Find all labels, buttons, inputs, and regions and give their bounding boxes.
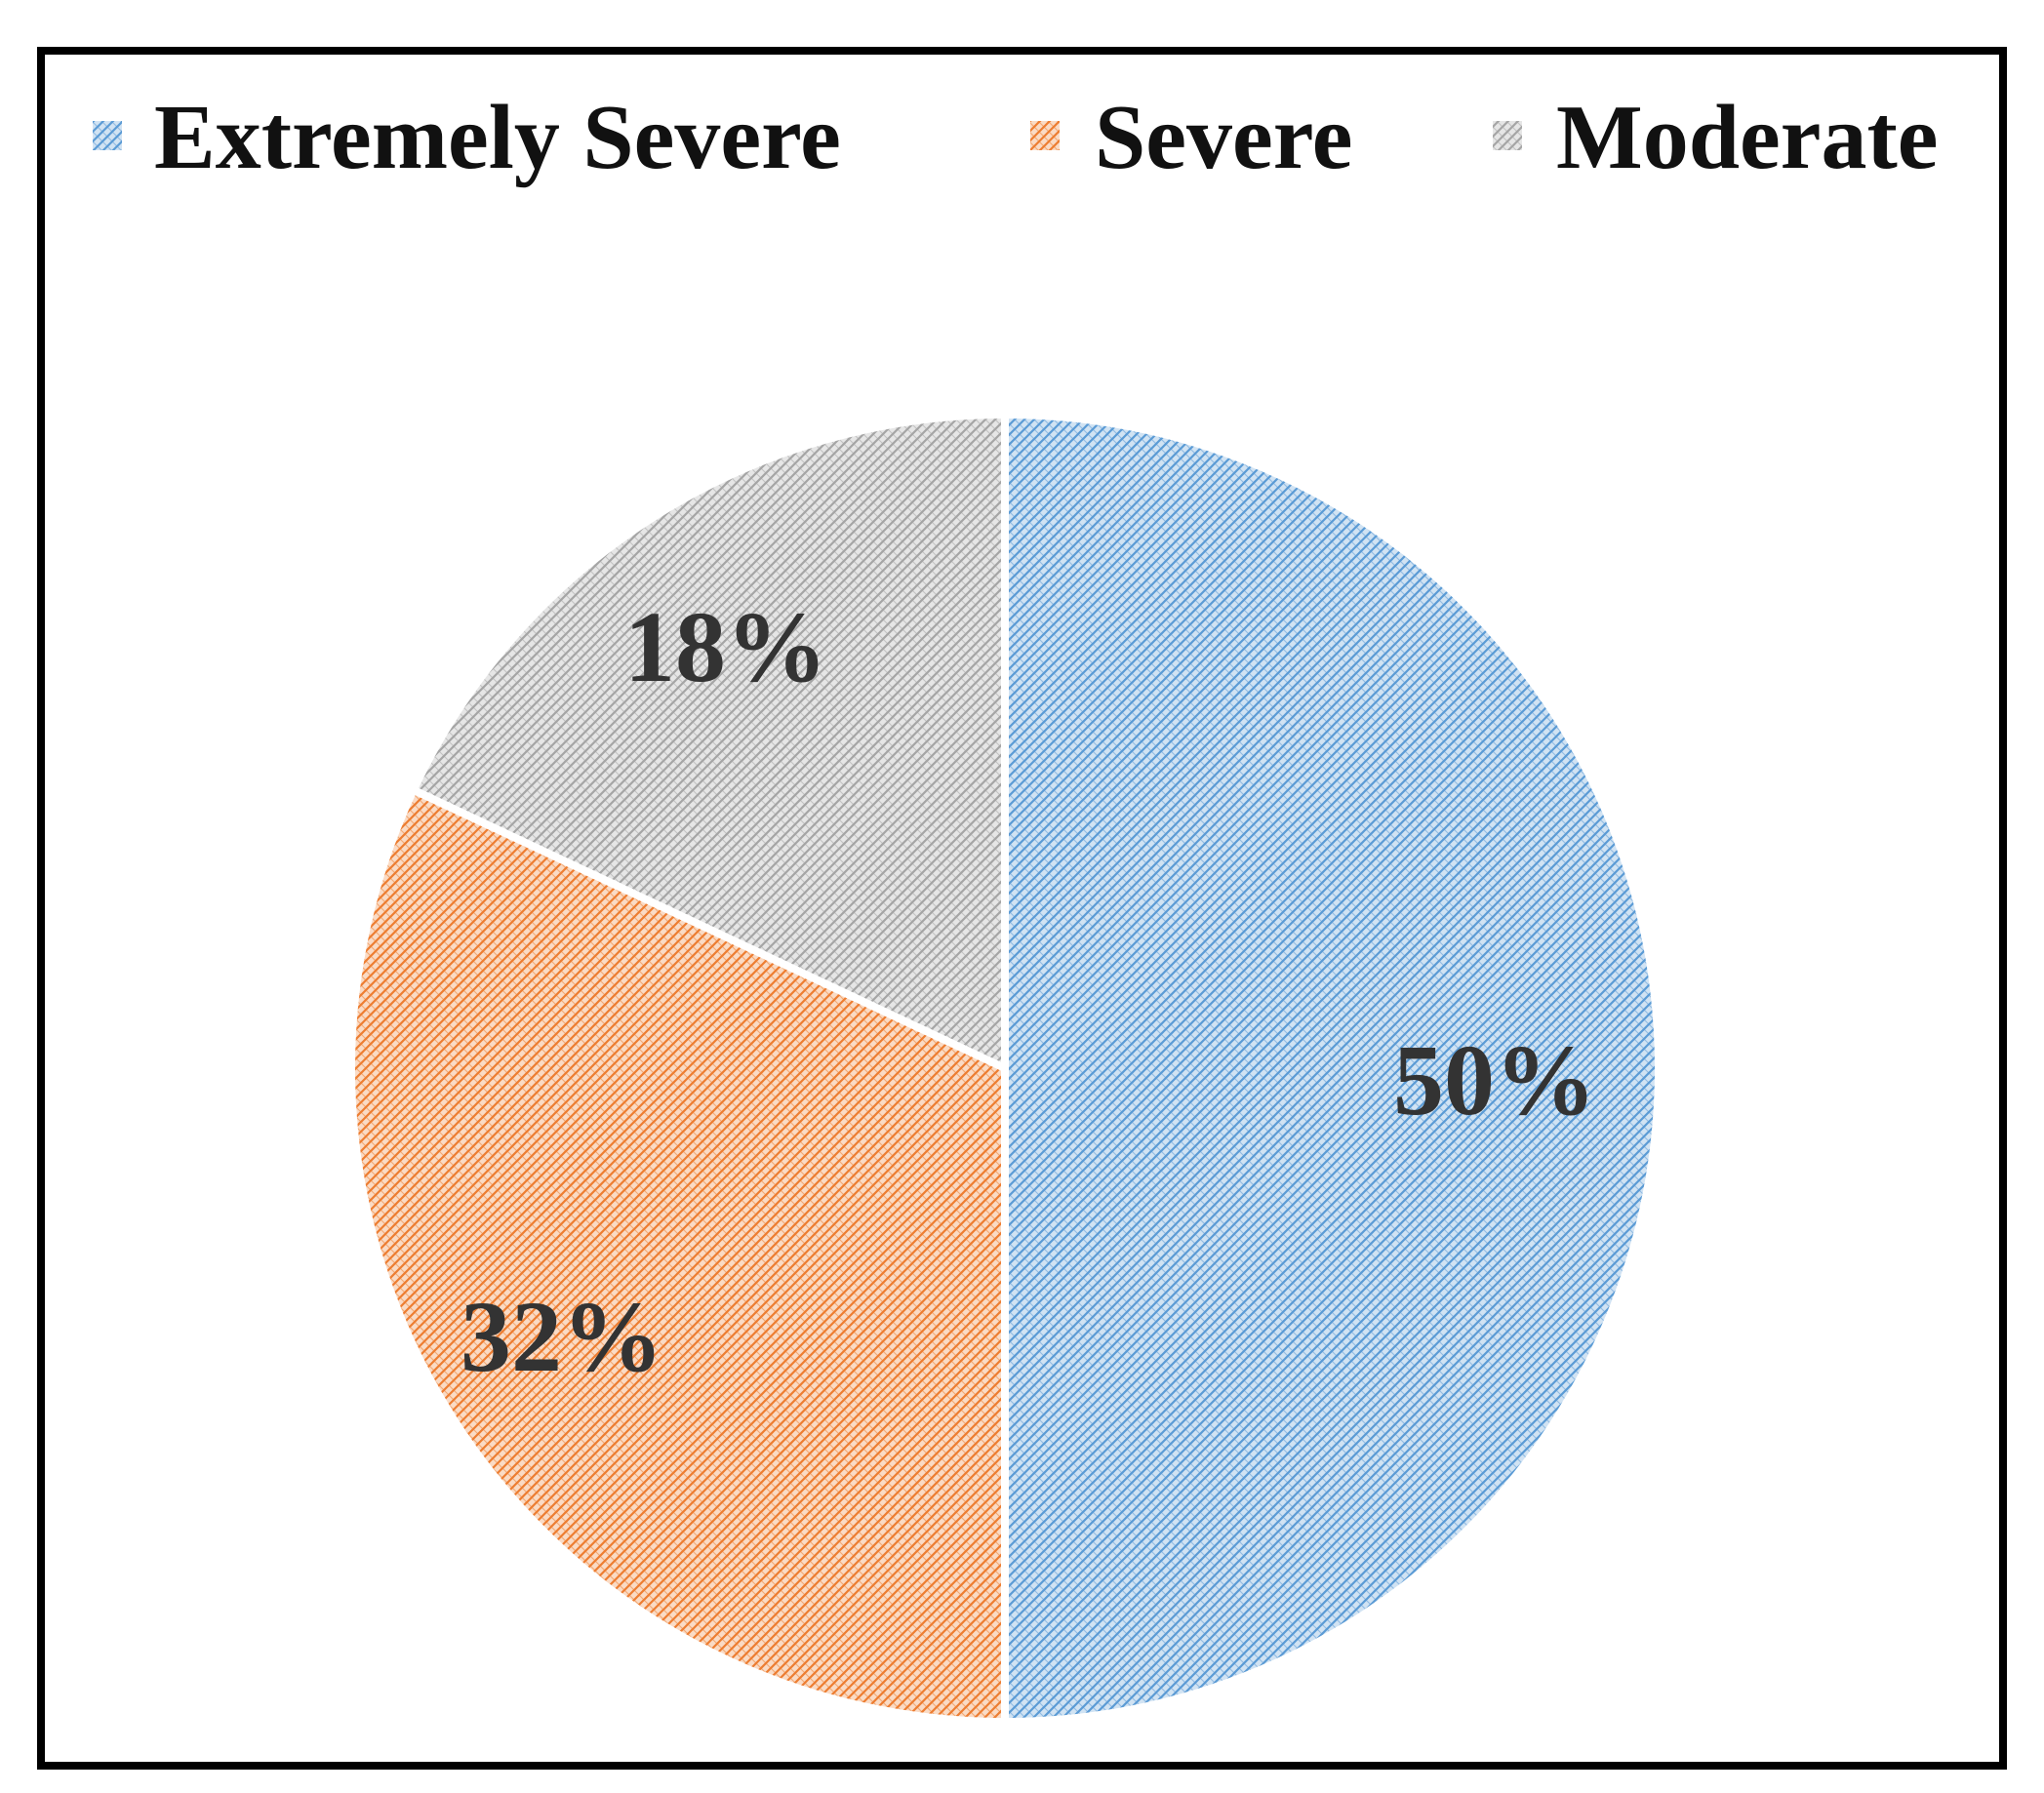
data-label-severe: 32% — [461, 1281, 663, 1393]
pie-slice-extremely-severe — [1001, 411, 1663, 1726]
pie-slice-severe — [347, 785, 1009, 1726]
data-label-moderate: 18% — [624, 591, 827, 703]
data-labels: 50% 32% 18% — [461, 591, 1596, 1393]
legend-item-moderate: Moderate — [1493, 87, 1938, 188]
legend-swatch-severe — [1030, 121, 1060, 150]
legend: Extremely Severe Severe Moderate — [93, 87, 1938, 188]
legend-item-severe: Severe — [1030, 87, 1352, 188]
legend-label-extremely-severe: Extremely Severe — [154, 87, 841, 188]
pie-slice-moderate — [409, 411, 1009, 1072]
legend-label-severe: Severe — [1095, 87, 1352, 188]
legend-label-moderate: Moderate — [1556, 87, 1938, 188]
legend-item-extremely-severe: Extremely Severe — [93, 87, 841, 188]
data-label-extremely-severe: 50% — [1393, 1024, 1596, 1136]
legend-swatch-moderate — [1493, 121, 1522, 150]
pie-slices — [347, 411, 1663, 1726]
legend-swatch-extremely-severe — [93, 121, 122, 150]
